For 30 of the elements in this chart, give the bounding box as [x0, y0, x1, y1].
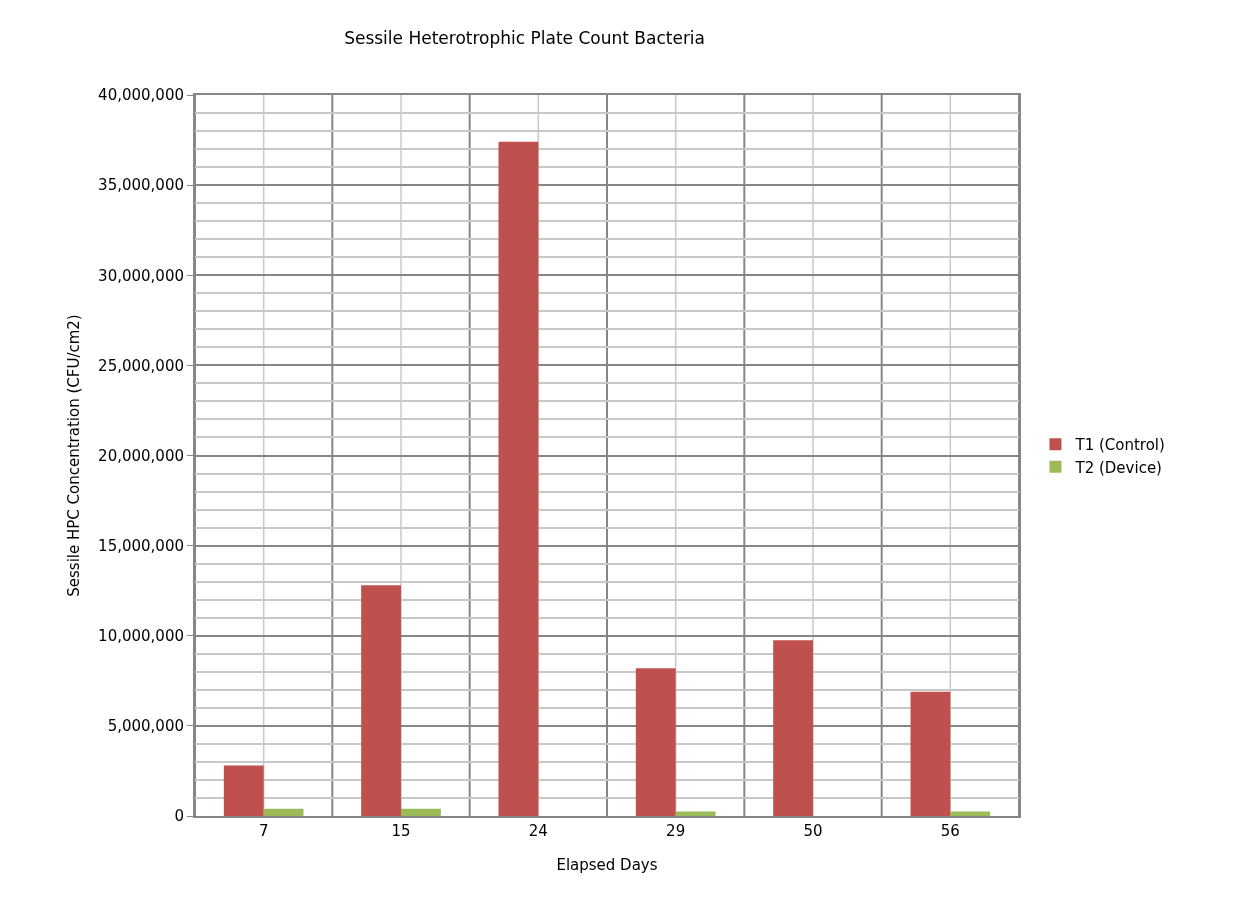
x-tick-label: 29: [666, 822, 686, 840]
y-tick-label: 25,000,000: [98, 356, 184, 375]
bar: [361, 585, 401, 816]
y-tick-label: 15,000,000: [98, 536, 184, 555]
bar: [675, 811, 716, 816]
bar: [223, 765, 264, 816]
bar: [401, 808, 441, 816]
y-axis-title: Sessile HPC Concentration (CFU/cm2): [64, 314, 83, 597]
y-tick-label: 10,000,000: [98, 627, 184, 645]
x-tick-label: 56: [940, 822, 960, 840]
x-tick-label: 15: [391, 822, 411, 840]
bar: [910, 691, 951, 816]
bar: [773, 640, 813, 816]
y-tick-label: 5,000,000: [107, 717, 184, 736]
x-tick-label: 24: [528, 822, 548, 840]
y-tick-label: 35,000,000: [98, 176, 184, 195]
y-tick-label: 30,000,000: [98, 266, 184, 285]
y-tick-label: 40,000,000: [98, 86, 184, 105]
bar: [635, 668, 676, 816]
bar: [498, 141, 539, 816]
x-axis-title: Elapsed Days: [556, 855, 658, 874]
bar: [263, 808, 304, 816]
legend-label: T1 (Control): [1074, 436, 1165, 455]
y-tick-label: 0: [174, 807, 184, 826]
legend-label: T2 (Device): [1074, 458, 1162, 477]
bar: [950, 811, 991, 816]
y-tick-label: 20,000,000: [98, 446, 184, 465]
x-tick-label: 50: [803, 822, 823, 840]
chart-title: Sessile Heterotrophic Plate Count Bacteria: [344, 28, 706, 49]
x-tick-label: 7: [258, 822, 269, 840]
